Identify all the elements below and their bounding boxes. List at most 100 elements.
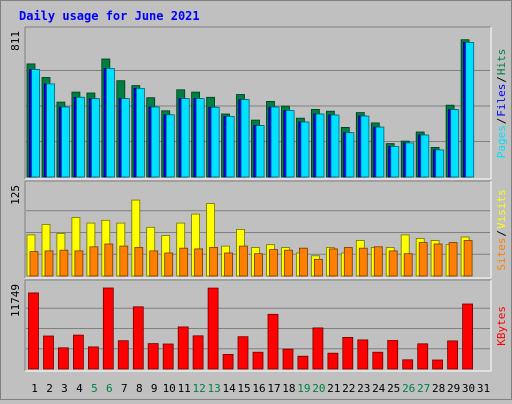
bar-pages-day-24 xyxy=(375,126,385,178)
bar-sites-day-8 xyxy=(134,247,144,277)
bar-pages-day-3 xyxy=(61,106,70,178)
x-tick-label-day-1: 1 xyxy=(31,382,38,395)
x-tick-label-day-9: 9 xyxy=(151,382,158,395)
bar-sites-day-3 xyxy=(59,249,69,277)
bar-sites-day-27 xyxy=(418,242,428,277)
bar-sites-day-2 xyxy=(44,250,54,277)
bar-kbytes-day-19 xyxy=(297,355,309,370)
bar-pages-day-12 xyxy=(195,98,205,178)
bar-sites-day-16 xyxy=(254,253,263,277)
bar-sites-day-5 xyxy=(89,246,99,277)
bar-kbytes-day-26 xyxy=(402,359,414,370)
x-tick-label-day-30: 30 xyxy=(462,382,475,395)
x-tick-label-day-23: 23 xyxy=(357,382,370,395)
bar-pages-day-11 xyxy=(180,98,190,178)
bar-kbytes-day-5 xyxy=(88,346,99,370)
bar-pages-day-5 xyxy=(91,98,100,178)
x-tick-label-day-4: 4 xyxy=(76,382,83,395)
x-tick-label-day-17: 17 xyxy=(267,382,280,395)
legend-item-visits: Visits xyxy=(495,189,508,229)
bar-pages-day-25 xyxy=(390,145,400,178)
bar-pages-day-10 xyxy=(165,114,175,178)
bar-sites-day-14 xyxy=(224,252,234,277)
bar-sites-day-18 xyxy=(284,249,293,277)
x-tick-label-day-14: 14 xyxy=(222,382,236,395)
bar-sites-day-24 xyxy=(373,246,383,277)
bar-kbytes-day-29 xyxy=(447,340,459,370)
x-tick-label-day-19: 19 xyxy=(297,382,310,395)
chart-panels: 811Pages/Files/Hits125Sites/Visits11749K… xyxy=(9,26,508,372)
legend-item-sites: Sites xyxy=(495,237,508,270)
legend-item-files: Files xyxy=(495,84,508,117)
bar-kbytes-day-23 xyxy=(357,339,369,370)
bar-kbytes-day-28 xyxy=(432,359,444,370)
bar-kbytes-day-3 xyxy=(58,347,69,370)
x-tick-label-day-2: 2 xyxy=(46,382,53,395)
bar-kbytes-day-21 xyxy=(327,352,339,370)
bar-sites-day-21 xyxy=(328,248,338,277)
x-axis-labels: 1 2 3 4 5 6 7 8 9 10 11 12 13 14 15 16 17 18 19 20 21 22 23 24 2… xyxy=(31,382,490,395)
bar-sites-day-7 xyxy=(119,245,129,277)
x-tick-label-day-11: 11 xyxy=(178,382,191,395)
bar-kbytes-day-20 xyxy=(312,327,324,370)
bar-sites-day-12 xyxy=(194,248,204,277)
bar-kbytes-day-25 xyxy=(387,340,399,370)
x-tick-label-day-28: 28 xyxy=(432,382,445,395)
bar-sites-day-26 xyxy=(403,253,413,277)
bar-kbytes-day-30 xyxy=(462,303,474,370)
bar-kbytes-day-6 xyxy=(102,287,114,370)
panel-kbytes: 11749 KBytes xyxy=(9,279,508,372)
x-tick-label-day-26: 26 xyxy=(402,382,415,395)
bar-sites-day-19 xyxy=(298,247,308,277)
bar-pages-day-28 xyxy=(435,149,445,178)
bar-kbytes-day-7 xyxy=(117,340,129,370)
bar-pages-day-8 xyxy=(135,88,145,178)
bar-kbytes-day-4 xyxy=(73,334,84,370)
bar-pages-day-9 xyxy=(150,106,160,178)
legend-item-pages: Pages xyxy=(495,125,508,158)
bar-kbytes-day-18 xyxy=(282,348,294,370)
x-tick-label-day-29: 29 xyxy=(447,382,460,395)
bar-pages-day-20 xyxy=(315,113,325,178)
bar-pages-day-27 xyxy=(420,134,430,178)
bar-pages-day-23 xyxy=(360,115,370,178)
legend-item-separator: / xyxy=(495,118,508,125)
x-tick-label-day-8: 8 xyxy=(136,382,143,395)
x-tick-label-day-6: 6 xyxy=(106,382,113,395)
bar-sites-day-29 xyxy=(448,242,458,277)
bar-pages-day-15 xyxy=(240,99,250,178)
bar-pages-day-16 xyxy=(255,125,265,178)
bar-sites-day-10 xyxy=(164,252,174,277)
legend-item-separator: / xyxy=(495,76,508,83)
bar-pages-day-26 xyxy=(405,142,415,178)
x-tick-label-day-7: 7 xyxy=(121,382,128,395)
bar-sites-day-9 xyxy=(149,250,159,277)
bar-kbytes-day-11 xyxy=(177,326,189,370)
legend-item-kbytes: KBytes xyxy=(495,306,508,346)
bar-pages-day-22 xyxy=(345,132,355,178)
bar-kbytes-day-1 xyxy=(28,292,39,370)
bar-sites-day-1 xyxy=(29,251,39,277)
x-tick-label-day-18: 18 xyxy=(282,382,295,395)
bar-pages-day-7 xyxy=(121,98,130,178)
bar-kbytes-day-16 xyxy=(252,351,264,370)
y-max-label: 11749 xyxy=(9,284,22,317)
x-tick-label-day-21: 21 xyxy=(327,382,340,395)
x-tick-label-day-22: 22 xyxy=(342,382,355,395)
bar-kbytes-day-24 xyxy=(372,351,384,370)
x-tick-label-day-20: 20 xyxy=(312,382,325,395)
bar-sites-day-11 xyxy=(179,247,189,277)
chart-title: Daily usage for June 2021 xyxy=(19,9,200,23)
bar-kbytes-day-8 xyxy=(132,306,144,370)
bar-sites-day-23 xyxy=(358,247,368,277)
x-tick-label-day-25: 25 xyxy=(387,382,400,395)
bar-kbytes-day-10 xyxy=(162,343,174,370)
bar-sites-day-22 xyxy=(343,247,353,277)
bar-kbytes-day-17 xyxy=(267,313,279,370)
bar-sites-day-25 xyxy=(388,250,398,277)
x-tick-label-day-3: 3 xyxy=(61,382,68,395)
bar-pages-day-21 xyxy=(330,114,340,178)
